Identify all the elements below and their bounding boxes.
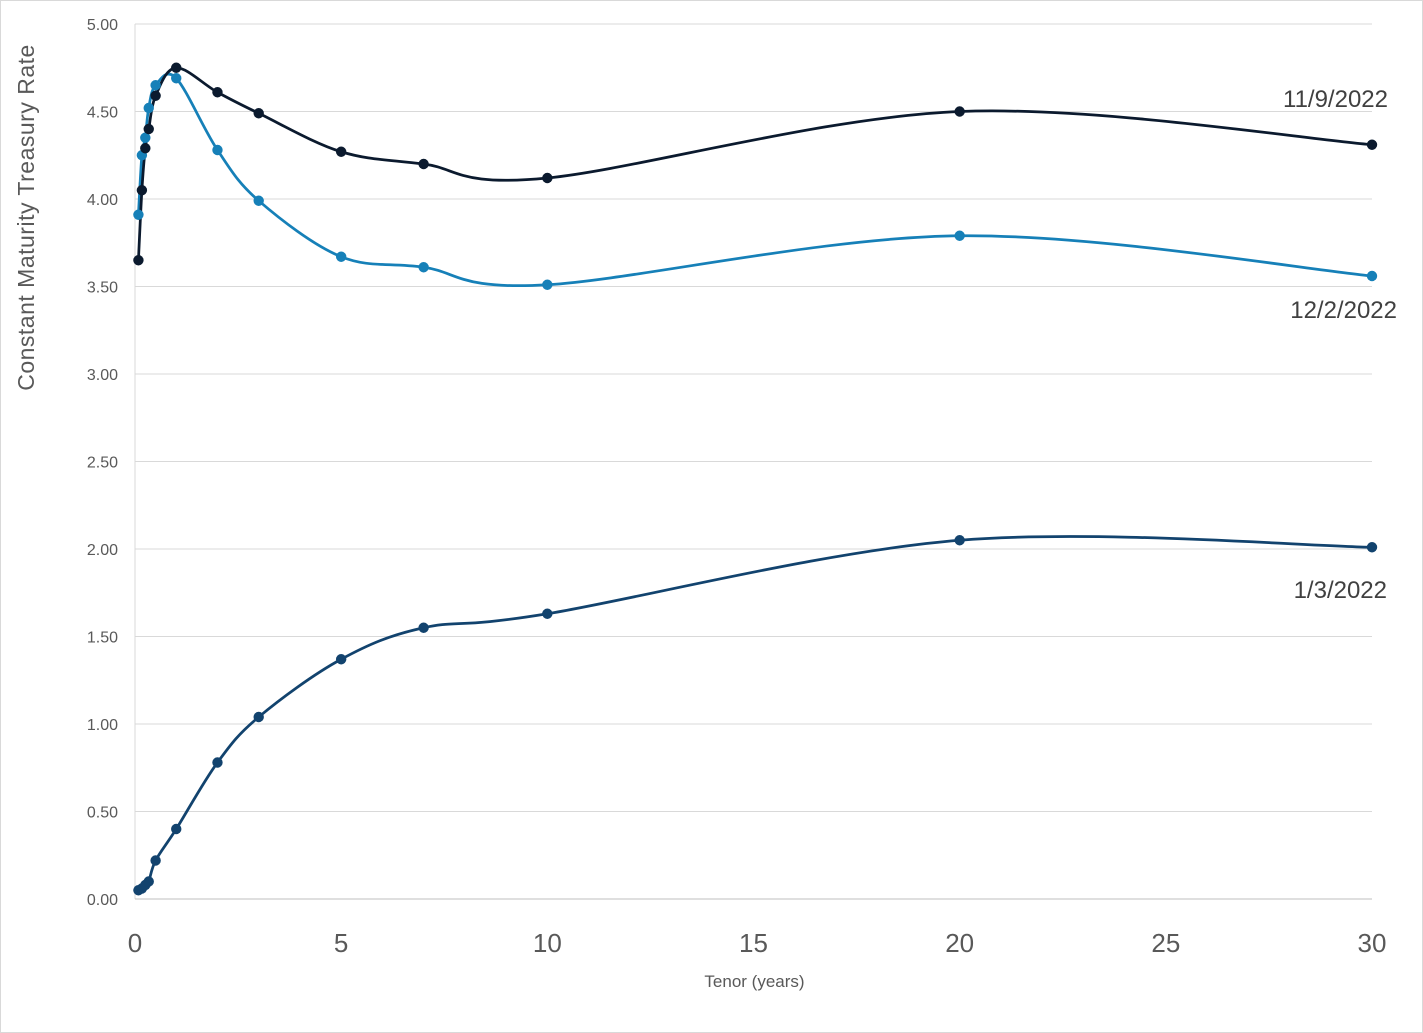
data-point: [133, 255, 144, 266]
data-point: [212, 757, 223, 768]
y-tick-label: 0.50: [87, 805, 118, 822]
data-point: [143, 876, 154, 887]
data-point: [140, 143, 151, 154]
data-point: [418, 158, 429, 170]
x-tick-label: 5: [334, 928, 348, 958]
data-point: [335, 251, 347, 262]
y-tick-label: 1.00: [87, 717, 118, 734]
data-point: [542, 608, 553, 619]
data-point: [542, 279, 553, 290]
y-tick-label: 2.00: [87, 542, 118, 559]
data-point: [1366, 139, 1378, 150]
x-tick-label: 15: [739, 928, 768, 958]
y-tick-label: 2.50: [87, 455, 118, 472]
y-tick-label: 3.00: [87, 367, 118, 384]
data-point: [253, 195, 264, 206]
axes: [134, 24, 1372, 900]
data-point: [335, 146, 347, 157]
gridlines: [135, 23, 1372, 812]
y-tick-label: 1.50: [87, 630, 118, 647]
data-point: [335, 654, 347, 665]
y-tick-label: 0.00: [87, 892, 118, 909]
y-tick-label: 4.00: [87, 192, 118, 209]
y-tick-label: 5.00: [87, 17, 118, 34]
data-point: [1366, 270, 1378, 282]
data-point: [253, 108, 264, 119]
data-point: [418, 262, 429, 273]
data-point: [150, 80, 161, 91]
series-line-1: [137, 72, 1373, 287]
data-point: [171, 73, 182, 84]
data-point: [212, 144, 223, 156]
series-line-2: [137, 535, 1373, 892]
y-axis-label: Constant Maturity Treasury Rate: [13, 44, 39, 391]
series-line-0: [137, 66, 1373, 261]
y-tick-label: 3.50: [87, 280, 118, 297]
data-point: [143, 123, 154, 135]
x-tick-label: 20: [945, 928, 974, 958]
data-point: [954, 106, 965, 117]
y-tick-label: 4.50: [87, 105, 118, 122]
data-point: [171, 62, 182, 73]
data-point: [954, 535, 965, 546]
series-labels: 11/9/2022 12/2/2022 1/3/2022: [1283, 86, 1397, 604]
y-tick-labels: 0.00 0.50 1.00 1.50 2.00 2.50 3.00 3.50 4.00 4.50…: [87, 17, 118, 909]
data-point: [150, 855, 161, 866]
x-tick-label: 10: [533, 928, 562, 958]
data-point: [542, 172, 553, 184]
data-point: [418, 622, 429, 633]
x-tick-label: 30: [1358, 928, 1387, 958]
series-label: 12/2/2022: [1290, 297, 1397, 324]
data-point: [1366, 542, 1378, 553]
data-point: [140, 132, 151, 143]
series-label: 1/3/2022: [1294, 577, 1387, 604]
data-point: [143, 102, 154, 114]
series-label: 11/9/2022: [1283, 86, 1388, 113]
data-point: [136, 185, 148, 196]
data-point: [954, 230, 965, 241]
data-point: [171, 823, 182, 835]
series-lines: [137, 66, 1373, 892]
series-points: [133, 62, 1378, 896]
data-point: [133, 209, 144, 220]
data-point: [212, 87, 223, 98]
data-point: [253, 711, 264, 723]
data-point: [150, 90, 161, 101]
x-tick-label: 0: [128, 928, 142, 958]
x-axis-label: Tenor (years): [704, 972, 804, 991]
x-tick-labels: 0 5 10 15 20 25 30: [128, 928, 1387, 958]
x-tick-label: 25: [1151, 928, 1180, 958]
